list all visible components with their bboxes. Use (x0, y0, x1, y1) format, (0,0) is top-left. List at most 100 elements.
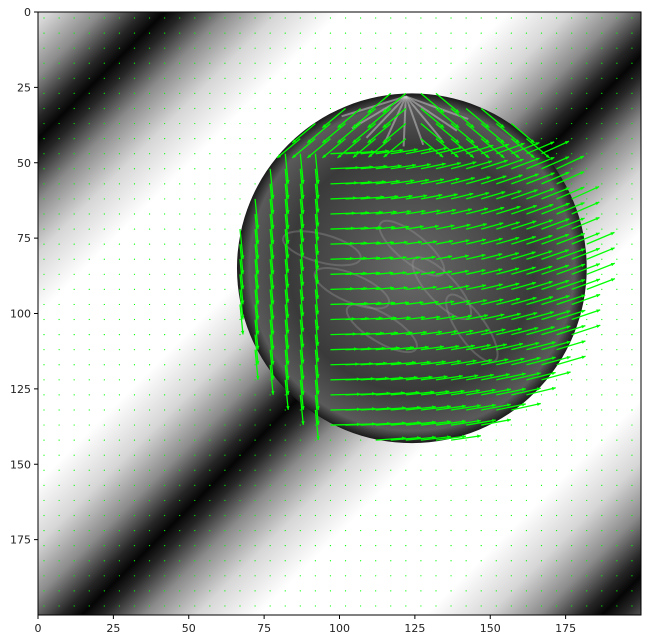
vector-arrow (321, 123, 346, 144)
vector-arrow (586, 469, 588, 471)
vector-arrow (43, 183, 45, 185)
vector-arrow (390, 545, 392, 547)
vector-arrow (179, 273, 181, 275)
vector-arrowhead (500, 139, 505, 143)
vector-arrow (540, 514, 543, 517)
vector-arrowhead (271, 390, 275, 395)
vector-arrow (254, 259, 259, 290)
vector-arrowhead (565, 233, 570, 238)
vector-arrow (103, 303, 105, 306)
vector-arrow (58, 243, 60, 245)
vector-arrow (495, 454, 497, 456)
vector-arrowhead (470, 124, 475, 128)
vector-arrow (465, 529, 467, 532)
vector-arrow (435, 590, 437, 592)
vector-arrow (541, 295, 570, 306)
vector-arrow (179, 409, 181, 411)
vector-arrow (284, 138, 286, 140)
vector-arrow (148, 47, 151, 49)
vector-arrow (616, 213, 618, 215)
vector-arrow (631, 545, 633, 547)
vector-arrow (43, 168, 45, 170)
vector-arrow (148, 138, 151, 140)
vector-arrow (88, 529, 90, 532)
vector-arrowhead (477, 419, 481, 423)
vector-arrowhead (472, 359, 477, 363)
vector-arrow (239, 575, 241, 577)
vector-arrow (616, 605, 618, 607)
vector-arrow (314, 289, 319, 315)
vector-arrow (631, 92, 633, 95)
vector-arrow (43, 138, 45, 140)
vector-arrow (73, 198, 75, 200)
vector-arrow (450, 329, 474, 336)
vector-arrowhead (498, 283, 503, 287)
vector-arrow (43, 409, 45, 411)
vector-arrowhead (425, 178, 429, 183)
vector-arrow (525, 122, 528, 125)
vector-arrow (435, 62, 437, 64)
vector-arrow (43, 77, 45, 79)
vector-arrow (269, 514, 271, 517)
vector-arrow (510, 138, 535, 159)
vector-arrowhead (431, 255, 436, 260)
vector-arrow (209, 92, 211, 95)
vector-arrow (495, 424, 497, 426)
vector-arrow (58, 514, 60, 517)
vector-arrow (481, 358, 509, 366)
vector-arrow (133, 213, 136, 215)
vector-arrow (299, 289, 304, 317)
vector-arrow (254, 529, 256, 532)
vector-arrow (58, 364, 60, 366)
vector-arrow (481, 298, 504, 306)
vector-arrow (405, 62, 407, 64)
vector-arrow (510, 514, 512, 517)
vector-arrow (239, 409, 241, 411)
vector-arrow (164, 107, 166, 110)
vector-arrowhead (453, 330, 458, 334)
vector-arrow (420, 469, 422, 471)
vector-arrow (194, 334, 196, 336)
vector-arrow (540, 590, 543, 592)
x-tick-label: 125 (404, 622, 425, 635)
vector-arrow (314, 319, 319, 346)
vector-arrowhead (352, 139, 357, 143)
vector-arrow (209, 318, 211, 321)
circular-object (236, 93, 587, 444)
vector-arrow (88, 318, 90, 321)
vector-arrow (148, 364, 151, 366)
vector-arrow (601, 560, 603, 562)
vector-arrow (511, 357, 541, 366)
vector-arrowhead (462, 419, 466, 424)
vector-arrow (133, 153, 136, 155)
vector-arrow (194, 605, 196, 607)
vector-arrow (601, 228, 603, 230)
vector-arrow (299, 107, 301, 110)
vector-arrow (435, 375, 463, 381)
texture-streak (402, 96, 407, 147)
vector-arrow (299, 379, 304, 410)
vector-arrow (73, 153, 75, 155)
vector-arrow (103, 32, 105, 34)
vector-arrow (118, 439, 121, 441)
vector-arrowhead (466, 223, 471, 228)
vector-arrow (344, 514, 347, 517)
vector-arrow (571, 454, 573, 456)
vector-arrow (571, 278, 601, 290)
vector-arrow (194, 107, 196, 110)
vector-arrow (526, 250, 553, 260)
vector-arrow (314, 107, 316, 110)
vector-arrow (450, 484, 452, 486)
vector-arrow (571, 47, 573, 49)
x-tick-label: 75 (257, 622, 271, 635)
vector-arrow (616, 32, 618, 34)
vector-arrowhead (448, 270, 452, 274)
vector-arrow (118, 258, 121, 260)
vector-arrow (103, 198, 105, 200)
vector-arrow (586, 153, 588, 155)
vector-arrow (375, 32, 377, 34)
vector-arrow (284, 605, 286, 607)
vector-arrow (299, 409, 301, 411)
vector-arrow (481, 268, 503, 275)
vector-arrow (269, 529, 271, 532)
